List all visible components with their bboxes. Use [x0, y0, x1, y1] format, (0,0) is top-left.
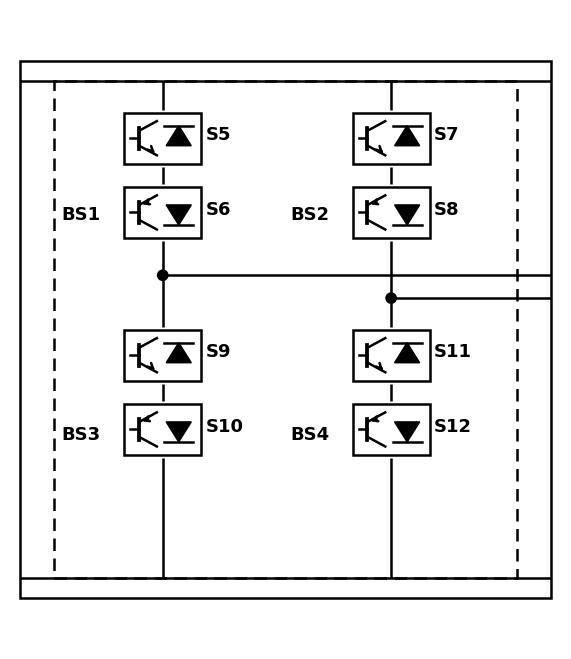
- Polygon shape: [166, 343, 191, 362]
- Bar: [124, 330, 201, 381]
- Bar: [353, 186, 430, 238]
- Polygon shape: [166, 126, 191, 146]
- Bar: [353, 404, 430, 455]
- Text: BS1: BS1: [62, 206, 101, 224]
- Text: S10: S10: [206, 418, 244, 436]
- Circle shape: [158, 270, 168, 280]
- Circle shape: [386, 293, 396, 303]
- Polygon shape: [395, 422, 420, 442]
- Polygon shape: [395, 343, 420, 362]
- Bar: [353, 330, 430, 381]
- Bar: [124, 404, 201, 455]
- Text: BS4: BS4: [290, 426, 329, 444]
- Text: S11: S11: [434, 343, 472, 361]
- Polygon shape: [395, 126, 420, 146]
- Text: S5: S5: [206, 127, 231, 144]
- Bar: [54, 81, 517, 578]
- Bar: [124, 113, 201, 164]
- Text: BS3: BS3: [62, 426, 101, 444]
- Text: S6: S6: [206, 200, 231, 219]
- Polygon shape: [166, 205, 191, 225]
- Bar: [124, 186, 201, 238]
- Text: S9: S9: [206, 343, 231, 361]
- Polygon shape: [166, 422, 191, 442]
- Bar: [353, 113, 430, 164]
- Text: S8: S8: [434, 200, 460, 219]
- Text: BS2: BS2: [290, 206, 329, 224]
- Text: S7: S7: [434, 127, 460, 144]
- Polygon shape: [395, 205, 420, 225]
- Text: S12: S12: [434, 418, 472, 436]
